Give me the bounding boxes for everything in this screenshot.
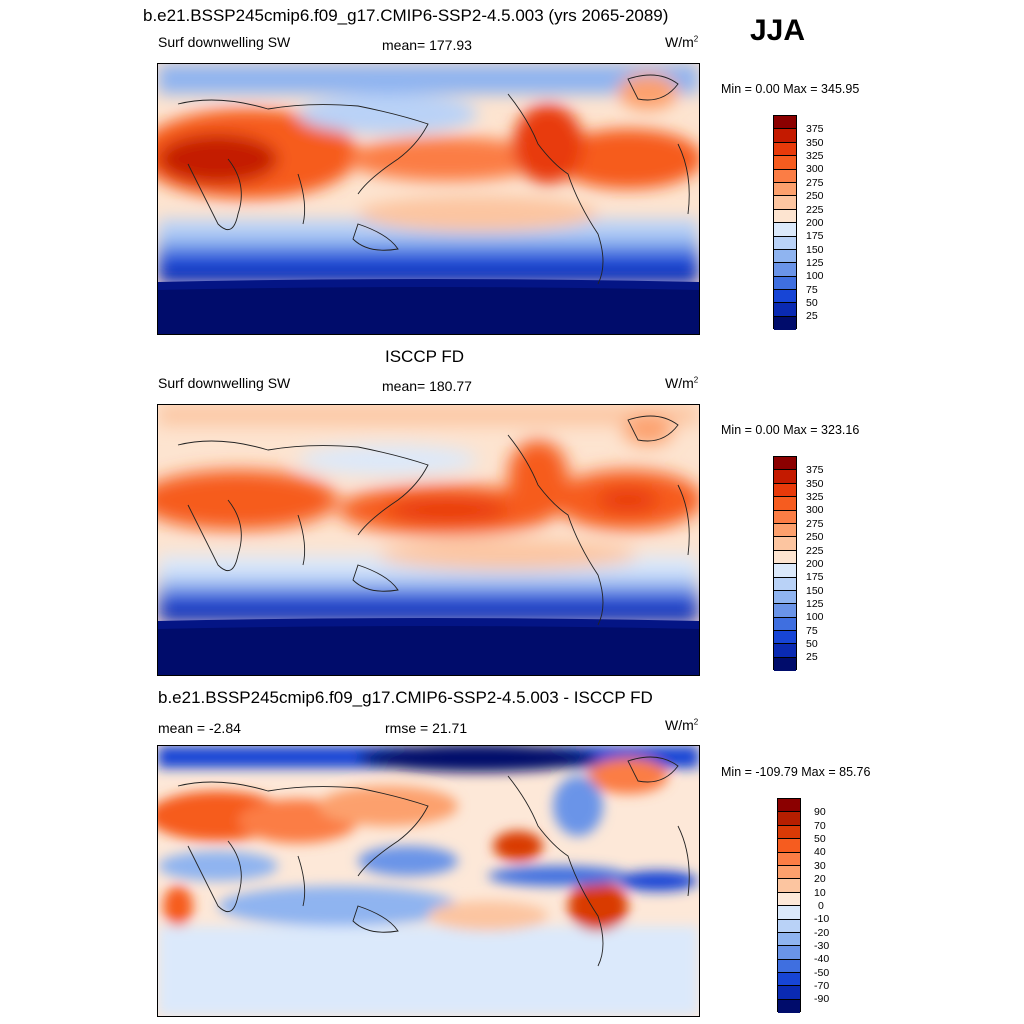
colorbar-tick-label: 20: [814, 873, 826, 885]
colorbar-tick-label: 325: [806, 150, 824, 162]
colorbar-tick-label: 225: [806, 545, 824, 557]
panel1-units-label: W/m2: [665, 34, 699, 50]
colorbar-tick-label: 225: [806, 204, 824, 216]
panel3-units-label: W/m2: [665, 717, 699, 733]
colorbar-tick-label: 150: [806, 585, 824, 597]
colorbar-tick-label: 50: [806, 638, 818, 650]
panel1-title: b.e21.BSSP245cmip6.f09_g17.CMIP6-SSP2-4.…: [143, 6, 669, 25]
panel2-units-label: W/m2: [665, 375, 699, 391]
colorbar-tick-label: 350: [806, 137, 824, 149]
colorbar-tick-label: 350: [806, 478, 824, 490]
colorbar-tick-label: 30: [814, 860, 826, 872]
colorbar-tick-label: 50: [814, 833, 826, 845]
colorbar-tick-label: -10: [814, 913, 830, 925]
colorbar-tick-label: 75: [806, 284, 818, 296]
colorbar-tick-label: 375: [806, 123, 824, 135]
panel1-variable-label: Surf downwelling SW: [158, 34, 291, 50]
panel2-mean-label: mean= 180.77: [382, 378, 472, 394]
colorbar-tick-label: 10: [814, 887, 826, 899]
colorbar-tick-label: 25: [806, 651, 818, 663]
panel3-mean-label: mean = -2.84: [158, 720, 241, 736]
colorbar-tick-label: 375: [806, 464, 824, 476]
panel3-colorbar: [777, 798, 801, 1014]
colorbar-tick-label: -30: [814, 940, 830, 952]
panel1-map: [157, 63, 700, 335]
colorbar-tick-label: 50: [806, 297, 818, 309]
colorbar-tick-label: 275: [806, 518, 824, 530]
panel2-map: [157, 404, 700, 676]
colorbar-tick-label: -70: [814, 980, 830, 992]
panel3-map: [157, 745, 700, 1017]
colorbar-tick-label: 100: [806, 611, 824, 623]
colorbar-tick-label: 75: [806, 625, 818, 637]
colorbar-tick-label: -90: [814, 993, 830, 1005]
colorbar-tick-label: 300: [806, 163, 824, 175]
panel1-mean-label: mean= 177.93: [382, 37, 472, 53]
colorbar-tick-label: 175: [806, 230, 824, 242]
colorbar-tick-label: 150: [806, 244, 824, 256]
colorbar-tick-label: 70: [814, 820, 826, 832]
colorbar-tick-label: 325: [806, 491, 824, 503]
colorbar-tick-label: 300: [806, 504, 824, 516]
panel3-rmse-label: rmse = 21.71: [385, 720, 468, 736]
colorbar-tick-label: 125: [806, 257, 824, 269]
colorbar-tick-label: 250: [806, 531, 824, 543]
colorbar-tick-label: 125: [806, 598, 824, 610]
panel2-minmax-label: Min = 0.00 Max = 323.16: [721, 423, 860, 437]
panel1-colorbar: [773, 115, 797, 331]
season-label: JJA: [750, 14, 806, 47]
panel2-title: ISCCP FD: [385, 347, 465, 366]
colorbar-tick-label: 200: [806, 558, 824, 570]
colorbar-tick-label: 175: [806, 571, 824, 583]
panel1-map-field: [158, 64, 699, 334]
colorbar-tick-label: 25: [806, 310, 818, 322]
colorbar-tick-label: 40: [814, 846, 826, 858]
panel1-minmax-label: Min = 0.00 Max = 345.95: [721, 82, 860, 96]
colorbar-tick-label: 250: [806, 190, 824, 202]
panel2-map-field: [158, 405, 699, 675]
panel2-variable-label: Surf downwelling SW: [158, 375, 291, 391]
colorbar-tick-label: 275: [806, 177, 824, 189]
colorbar-tick-label: 90: [814, 806, 826, 818]
panel2-colorbar: [773, 456, 797, 672]
colorbar-tick-label: 0: [818, 900, 824, 912]
colorbar-tick-label: -40: [814, 953, 830, 965]
panel3-map-field: [158, 746, 699, 1016]
colorbar-tick-label: -50: [814, 967, 830, 979]
panel3-title: b.e21.BSSP245cmip6.f09_g17.CMIP6-SSP2-4.…: [158, 688, 653, 707]
colorbar-tick-label: -20: [814, 927, 830, 939]
panel3-minmax-label: Min = -109.79 Max = 85.76: [721, 765, 871, 779]
colorbar-tick-label: 100: [806, 270, 824, 282]
colorbar-tick-label: 200: [806, 217, 824, 229]
